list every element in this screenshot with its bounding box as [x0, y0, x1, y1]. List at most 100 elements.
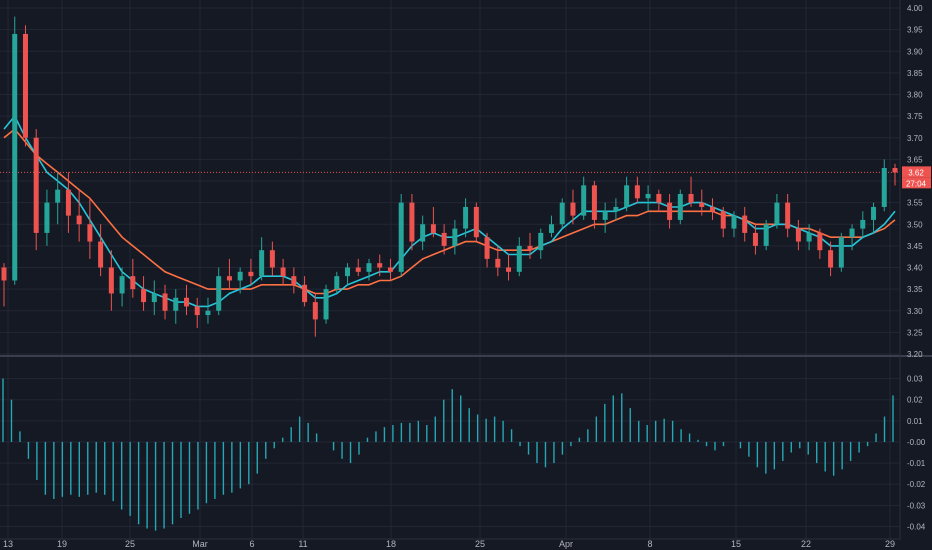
price-tick-label: 3.55 [907, 199, 923, 208]
candle-body [98, 241, 104, 268]
price-tick-label: 3.30 [907, 307, 923, 316]
candle-body [892, 168, 898, 173]
candle-body [108, 267, 114, 294]
candle-body [795, 228, 801, 242]
candlestick-series [1, 16, 898, 337]
candle-body [527, 245, 533, 251]
price-tick-label: 3.45 [907, 242, 923, 251]
candle-body [420, 224, 426, 242]
price-tick-label: 3.95 [907, 26, 923, 35]
candle-body [667, 202, 673, 220]
candle-body [430, 224, 436, 233]
candle-body [559, 202, 565, 225]
candle-body [871, 206, 877, 220]
candle-body [387, 267, 393, 272]
price-tick-label: 3.40 [907, 264, 923, 273]
last-price-label: 3.62 [908, 168, 924, 177]
candle-body [130, 276, 136, 290]
slow-ma-line [3, 127, 896, 295]
time-tick-label: 8 [647, 539, 652, 549]
time-tick-label: 25 [475, 539, 485, 549]
candle-body [548, 224, 554, 233]
price-tick-label: 3.65 [907, 155, 923, 164]
candle-body [538, 232, 544, 251]
candle-body [409, 202, 415, 242]
candle-body [302, 284, 308, 303]
candle-body [280, 267, 286, 277]
time-tick-label: 18 [386, 539, 396, 549]
time-tick-label: 25 [125, 539, 135, 549]
oscillator-histogram [2, 378, 894, 531]
candle-body [473, 206, 479, 238]
candle-body [763, 224, 769, 246]
countdown-label: 27:04 [906, 179, 927, 188]
candle-body [613, 206, 619, 212]
osc-tick-label: 0.02 [907, 396, 923, 405]
candle-body [259, 250, 265, 277]
price-tick-label: 3.90 [907, 47, 923, 56]
price-tick-label: 3.50 [907, 220, 923, 229]
candle-body [581, 185, 587, 216]
candle-body [710, 206, 716, 212]
candle-body [634, 185, 640, 199]
osc-tick-label: -0.02 [907, 480, 926, 489]
price-tick-label: 3.80 [907, 91, 923, 100]
price-tick-label: 3.85 [907, 69, 923, 78]
candle-body [216, 276, 222, 311]
time-tick-label: 11 [298, 539, 307, 549]
candle-body [645, 193, 651, 199]
candle-body [65, 189, 71, 216]
candle-body [398, 202, 404, 272]
last-price-tag [902, 166, 931, 178]
candle-body [806, 232, 812, 242]
candle-body [345, 267, 351, 277]
price-tick-label: 4.00 [907, 4, 923, 13]
candle-body [516, 245, 522, 272]
candle-body [194, 306, 200, 316]
candle-body [452, 228, 458, 246]
candle-body [237, 271, 243, 281]
candle-body [838, 237, 844, 268]
candle-body [33, 137, 39, 233]
candle-body [44, 202, 50, 233]
candle-body [183, 297, 189, 307]
osc-tick-label: 0.01 [907, 417, 923, 426]
candle-body [752, 232, 758, 246]
candle-body [688, 193, 694, 203]
candle-body [12, 33, 18, 281]
candle-body [441, 232, 447, 246]
candle-body [269, 250, 275, 268]
candle-body [484, 237, 490, 259]
candle-body [334, 276, 340, 290]
candle-body [173, 297, 179, 311]
candle-body [22, 33, 28, 138]
osc-tick-label: -0.01 [907, 459, 926, 468]
candle-body [495, 258, 501, 268]
candle-body [1, 267, 7, 281]
candle-body [720, 211, 726, 229]
candle-body [785, 202, 791, 229]
time-tick-label: Apr [559, 539, 573, 549]
candle-body [656, 193, 662, 203]
candle-body [849, 228, 855, 238]
candle-body [624, 185, 630, 207]
candle-body [248, 271, 254, 277]
candle-body [119, 276, 125, 294]
osc-tick-label: -0.03 [907, 501, 926, 510]
osc-tick-label: -0.00 [907, 438, 926, 447]
candle-body [731, 215, 737, 229]
candle-body [742, 215, 748, 233]
candle-body [377, 263, 383, 268]
candle-body [312, 302, 318, 320]
candle-body [817, 232, 823, 251]
candle-body [699, 202, 705, 207]
time-tick-label: 13 [3, 539, 13, 549]
price-tick-label: 3.20 [907, 350, 923, 359]
candle-body [87, 224, 93, 242]
osc-tick-label: -0.04 [907, 522, 926, 531]
time-tick-label: 15 [731, 539, 741, 549]
candle-body [162, 293, 168, 311]
candle-body [570, 202, 576, 216]
candle-body [828, 250, 834, 268]
